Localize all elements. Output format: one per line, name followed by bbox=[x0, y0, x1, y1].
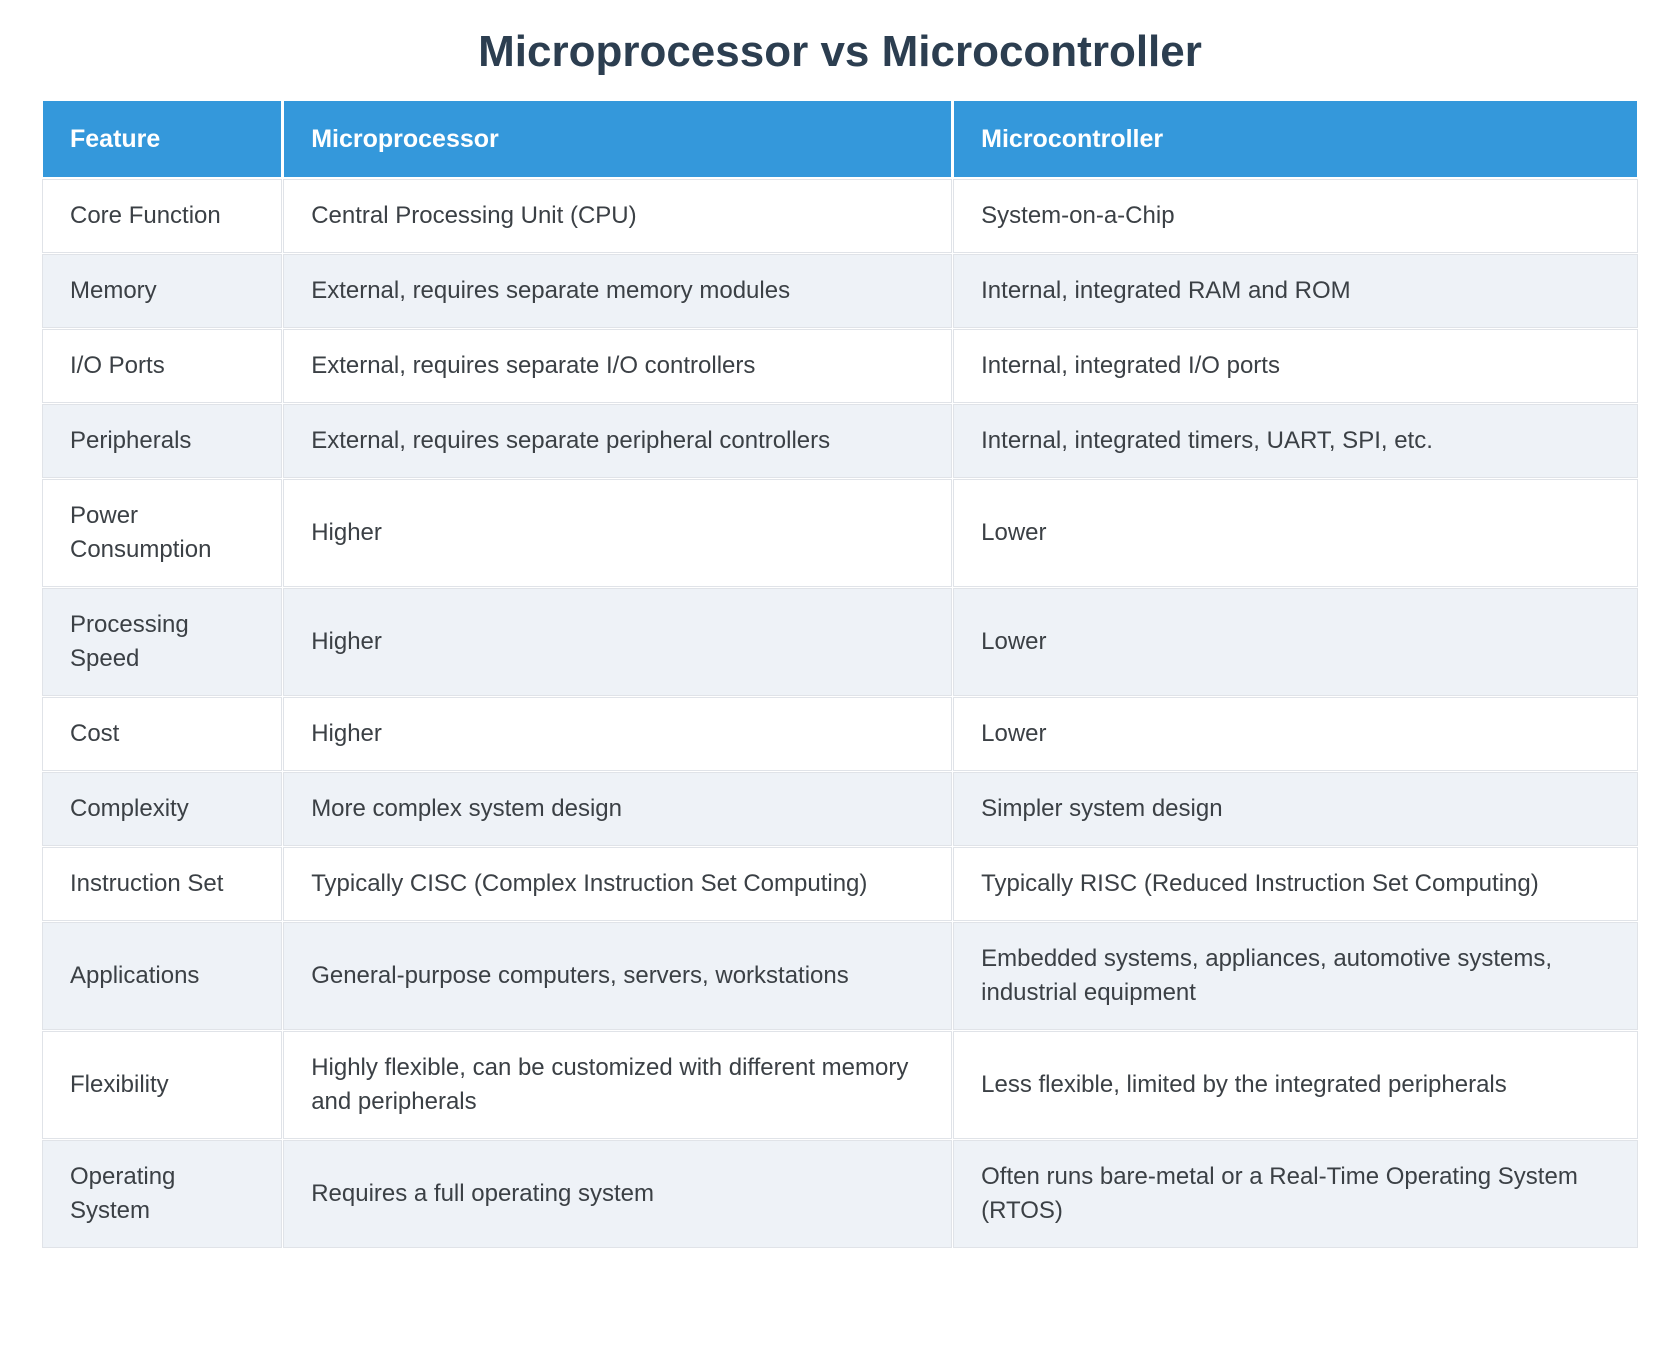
column-header-microcontroller: Microcontroller bbox=[954, 101, 1637, 177]
microprocessor-cell: External, requires separate peripheral c… bbox=[284, 405, 952, 477]
table-row: Processing Speed Higher Lower bbox=[43, 589, 1637, 695]
feature-cell: Peripherals bbox=[43, 405, 282, 477]
feature-cell: Instruction Set bbox=[43, 848, 282, 920]
feature-cell: Operating System bbox=[43, 1141, 282, 1247]
microprocessor-cell: External, requires separate I/O controll… bbox=[284, 330, 952, 402]
header-row: Feature Microprocessor Microcontroller bbox=[43, 101, 1637, 177]
microprocessor-cell: Higher bbox=[284, 480, 952, 586]
table-row: Power Consumption Higher Lower bbox=[43, 480, 1637, 586]
microcontroller-cell: Lower bbox=[954, 480, 1637, 586]
microcontroller-cell: Embedded systems, appliances, automotive… bbox=[954, 923, 1637, 1029]
feature-cell: Complexity bbox=[43, 773, 282, 845]
microcontroller-cell: Less flexible, limited by the integrated… bbox=[954, 1032, 1637, 1138]
table-row: Flexibility Highly flexible, can be custo… bbox=[43, 1032, 1637, 1138]
table-row: Cost Higher Lower bbox=[43, 698, 1637, 770]
table-row: Peripherals External, requires separate p… bbox=[43, 405, 1637, 477]
microprocessor-cell: General-purpose computers, servers, work… bbox=[284, 923, 952, 1029]
table-row: Operating System Requires a full operatin… bbox=[43, 1141, 1637, 1247]
table-row: Instruction Set Typically CISC (Complex I… bbox=[43, 848, 1637, 920]
table-body: Core Function Central Processing Unit (CP… bbox=[43, 180, 1637, 1247]
feature-cell: Applications bbox=[43, 923, 282, 1029]
column-header-microprocessor: Microprocessor bbox=[284, 101, 952, 177]
microcontroller-cell: Typically RISC (Reduced Instruction Set … bbox=[954, 848, 1637, 920]
page-title: Microprocessor vs Microcontroller bbox=[478, 27, 1202, 76]
microcontroller-cell: Internal, integrated I/O ports bbox=[954, 330, 1637, 402]
microcontroller-cell: Internal, integrated timers, UART, SPI, … bbox=[954, 405, 1637, 477]
table-row: I/O Ports External, requires separate I/O… bbox=[43, 330, 1637, 402]
table-row: Memory External, requires separate memory… bbox=[43, 255, 1637, 327]
microcontroller-cell: System-on-a-Chip bbox=[954, 180, 1637, 252]
feature-cell: I/O Ports bbox=[43, 330, 282, 402]
microcontroller-cell: Often runs bare-metal or a Real-Time Ope… bbox=[954, 1141, 1637, 1247]
feature-cell: Memory bbox=[43, 255, 282, 327]
feature-cell: Flexibility bbox=[43, 1032, 282, 1138]
microprocessor-cell: Central Processing Unit (CPU) bbox=[284, 180, 952, 252]
microcontroller-cell: Lower bbox=[954, 589, 1637, 695]
microcontroller-cell: Internal, integrated RAM and ROM bbox=[954, 255, 1637, 327]
feature-cell: Processing Speed bbox=[43, 589, 282, 695]
microprocessor-cell: Higher bbox=[284, 698, 952, 770]
microprocessor-cell: External, requires separate memory modul… bbox=[284, 255, 952, 327]
comparison-table: Feature Microprocessor Microcontroller Cor… bbox=[40, 98, 1640, 1250]
microprocessor-cell: Higher bbox=[284, 589, 952, 695]
microprocessor-cell: Highly flexible, can be customized with … bbox=[284, 1032, 952, 1138]
microcontroller-cell: Simpler system design bbox=[954, 773, 1637, 845]
feature-cell: Cost bbox=[43, 698, 282, 770]
feature-cell: Power Consumption bbox=[43, 480, 282, 586]
microcontroller-cell: Lower bbox=[954, 698, 1637, 770]
microprocessor-cell: Typically CISC (Complex Instruction Set … bbox=[284, 848, 952, 920]
table-row: Applications General-purpose computers, s… bbox=[43, 923, 1637, 1029]
table-row: Core Function Central Processing Unit (CP… bbox=[43, 180, 1637, 252]
microprocessor-cell: More complex system design bbox=[284, 773, 952, 845]
microprocessor-cell: Requires a full operating system bbox=[284, 1141, 952, 1247]
feature-cell: Core Function bbox=[43, 180, 282, 252]
table-row: Complexity More complex system design Simp… bbox=[43, 773, 1637, 845]
column-header-feature: Feature bbox=[43, 101, 282, 177]
